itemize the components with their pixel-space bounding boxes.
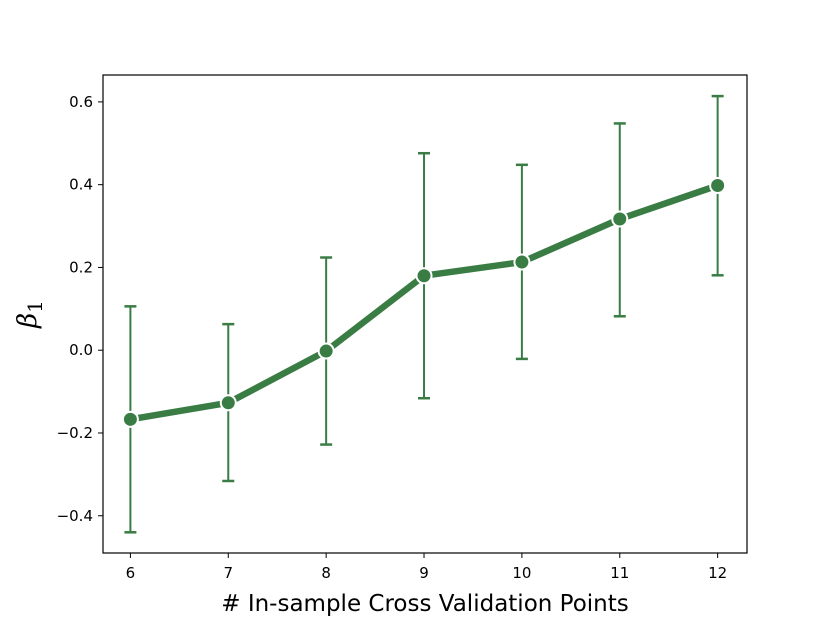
x-tick-label: 6 [126, 564, 136, 582]
y-axis-label-symbol: β [13, 313, 43, 329]
y-axis-label: β1 [13, 300, 47, 329]
data-point [317, 342, 335, 360]
x-tick-label: 11 [610, 564, 629, 582]
y-tick-label: 0.0 [69, 341, 93, 359]
data-points [121, 176, 727, 428]
y-tick-label: 0.2 [69, 258, 93, 276]
x-tick-label: 10 [512, 564, 531, 582]
x-tick-label: 9 [419, 564, 429, 582]
y-axis-ticks: −0.4 −0.2 0.0 0.2 0.4 0.6 [57, 93, 103, 525]
data-point [709, 176, 727, 194]
y-tick-label: −0.4 [57, 507, 93, 525]
data-point [219, 394, 237, 412]
y-tick-label: 0.4 [69, 176, 93, 194]
data-point [611, 210, 629, 228]
x-axis-ticks: 6 7 8 9 10 11 12 [126, 553, 727, 582]
x-axis-label: # In-sample Cross Validation Points [221, 591, 629, 617]
error-bars [124, 94, 724, 534]
data-point [415, 267, 433, 285]
plot-frame [102, 74, 748, 554]
x-tick-label: 7 [224, 564, 234, 582]
y-tick-label: 0.6 [69, 93, 93, 111]
y-axis-label-subscript: 1 [23, 300, 47, 313]
data-point [513, 253, 531, 271]
y-tick-label: −0.2 [57, 424, 93, 442]
x-tick-label: 12 [708, 564, 727, 582]
data-point [121, 410, 139, 428]
x-tick-label: 8 [321, 564, 331, 582]
